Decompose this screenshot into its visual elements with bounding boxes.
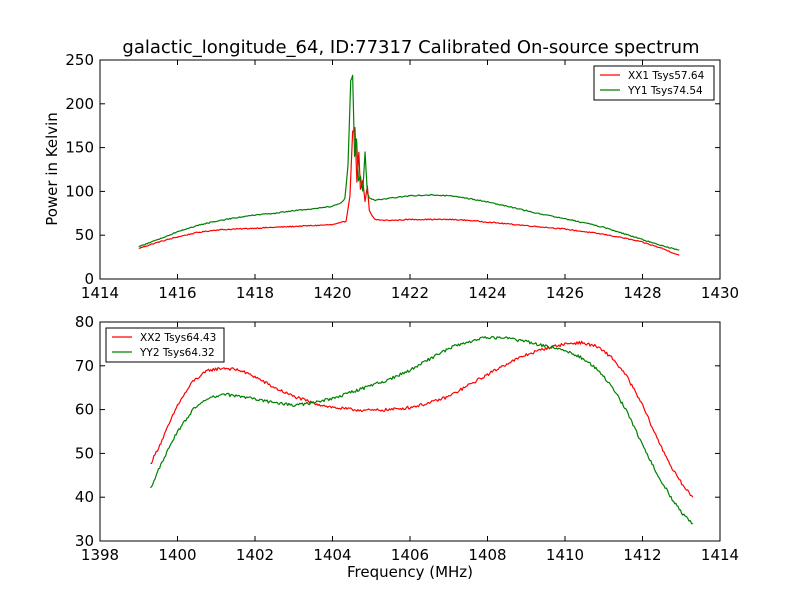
top-x-tick-label: 1420 — [313, 284, 351, 302]
bottom-x-tick-label: 1408 — [468, 546, 506, 564]
bottom-y-tick-label: 70 — [75, 357, 94, 375]
chart-title: galactic_longitude_64, ID:77317 Calibrat… — [122, 37, 699, 58]
top-y-tick-label: 100 — [65, 182, 94, 200]
bottom-y-tick-label: 50 — [75, 444, 94, 462]
bottom-y-tick-label: 80 — [75, 313, 94, 331]
top-y-tick-label: 50 — [75, 226, 94, 244]
top-series-line-1 — [138, 126, 680, 256]
bottom-legend-label-2: YY2 Tsys64.32 — [139, 347, 215, 359]
top-x-tick-label: 1418 — [236, 284, 274, 302]
bottom-spectrum-panel: 1398 1400 1402 1404 1406 1408 1410 1412 1414 30 40… — [75, 313, 739, 564]
bottom-series-line-2 — [150, 335, 693, 525]
top-x-tick-label: 1414 — [81, 284, 119, 302]
bottom-y-tick-label: 40 — [75, 488, 94, 506]
top-x-tick-label: 1422 — [391, 284, 429, 302]
top-x-tick-label: 1430 — [701, 284, 739, 302]
x-axis-label-bottom: Frequency (MHz) — [347, 563, 473, 581]
bottom-x-tick-label: 1406 — [391, 546, 429, 564]
top-x-tick-label: 1424 — [468, 284, 506, 302]
top-legend-label-2: YY1 Tsys74.54 — [627, 85, 703, 97]
bottom-x-tick-label: 1410 — [546, 546, 584, 564]
bottom-y-tick-label: 60 — [75, 401, 94, 419]
bottom-series-line-1 — [150, 340, 694, 498]
bottom-legend-label-1: XX2 Tsys64.43 — [140, 332, 216, 344]
bottom-y-tick-label: 30 — [75, 532, 94, 550]
top-y-tick-label: 250 — [65, 51, 94, 69]
top-legend-box — [593, 65, 715, 101]
bottom-x-tick-label: 1412 — [623, 546, 661, 564]
top-y-tick-label: 0 — [84, 270, 94, 288]
bottom-legend-box — [105, 327, 225, 363]
top-legend: XX1 Tsys57.64 YY1 Tsys74.54 — [593, 65, 715, 101]
top-y-tick-label: 200 — [65, 95, 94, 113]
bottom-x-tick-label: 1400 — [158, 546, 196, 564]
bottom-x-tick-label: 1402 — [236, 546, 274, 564]
bottom-x-tick-label: 1404 — [313, 546, 351, 564]
top-x-tick-label: 1426 — [546, 284, 584, 302]
top-x-tick-label: 1428 — [623, 284, 661, 302]
bottom-x-tick-label: 1398 — [81, 546, 119, 564]
top-x-tick-label: 1416 — [158, 284, 196, 302]
top-y-tick-label: 150 — [65, 139, 94, 157]
y-axis-label-top: Power in Kelvin — [43, 112, 61, 226]
bottom-x-tick-label: 1414 — [701, 546, 739, 564]
bottom-legend: XX2 Tsys64.43 YY2 Tsys64.32 — [105, 327, 225, 363]
top-legend-label-1: XX1 Tsys57.64 — [628, 70, 705, 82]
top-spectrum-panel: 1414 1416 1418 1420 1422 1424 1426 1428 1430 0 50 1… — [65, 51, 739, 302]
top-series-line-2 — [138, 74, 680, 251]
